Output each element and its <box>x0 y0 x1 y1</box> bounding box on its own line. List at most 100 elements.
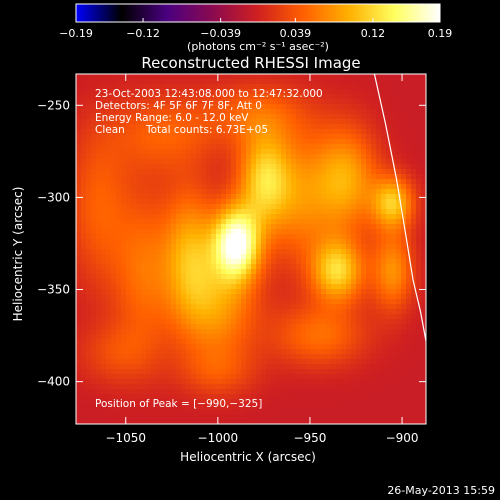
heatmap-cell <box>301 159 307 165</box>
heatmap-cell <box>376 164 382 170</box>
heatmap-cell <box>161 194 167 200</box>
heatmap-cell <box>381 94 387 100</box>
heatmap-cell <box>91 279 97 285</box>
heatmap-cell <box>81 179 87 185</box>
heatmap-cell <box>101 124 107 130</box>
heatmap-cell <box>246 164 252 170</box>
heatmap-cell <box>131 94 137 100</box>
heatmap-cell <box>281 344 287 350</box>
heatmap-cell <box>366 419 372 424</box>
heatmap-cell <box>316 324 322 330</box>
heatmap-cell <box>361 199 367 205</box>
heatmap-cell <box>166 194 172 200</box>
heatmap-cell <box>166 149 172 155</box>
heatmap-cell <box>186 239 192 245</box>
heatmap-cell <box>121 309 127 315</box>
heatmap-cell <box>261 259 267 265</box>
heatmap-cell <box>306 384 312 390</box>
heatmap-cell <box>81 174 87 180</box>
heatmap-cell <box>411 199 417 205</box>
heatmap-cell <box>101 314 107 320</box>
heatmap-cell <box>311 154 317 160</box>
heatmap-cell <box>166 344 172 350</box>
heatmap-cell <box>101 94 107 100</box>
heatmap-cell <box>326 109 332 115</box>
heatmap-cell <box>296 169 302 175</box>
heatmap-cell <box>241 244 247 250</box>
heatmap-cell <box>181 199 187 205</box>
heatmap-cell <box>246 144 252 150</box>
heatmap-cell <box>141 264 147 270</box>
heatmap-cell <box>231 99 237 105</box>
heatmap-cell <box>356 84 362 90</box>
heatmap-cell <box>91 139 97 145</box>
heatmap-cell <box>146 344 152 350</box>
heatmap-cell <box>246 264 252 270</box>
heatmap-cell <box>231 254 237 260</box>
heatmap-cell <box>351 204 357 210</box>
heatmap-cell <box>311 139 317 145</box>
heatmap-cell <box>111 264 117 270</box>
heatmap-cell <box>391 209 397 215</box>
heatmap-cell <box>156 269 162 275</box>
heatmap-cell <box>396 169 402 175</box>
heatmap-cell <box>221 359 227 365</box>
heatmap-cell <box>201 159 207 165</box>
heatmap-cell <box>411 274 417 280</box>
heatmap-cell <box>391 329 397 335</box>
heatmap-cell <box>261 389 267 395</box>
heatmap-cell <box>156 359 162 365</box>
heatmap-cell <box>406 269 412 275</box>
heatmap-cell <box>221 209 227 215</box>
heatmap-cell <box>266 344 272 350</box>
heatmap-cell <box>286 279 292 285</box>
heatmap-cell <box>316 79 322 85</box>
heatmap-cell <box>366 349 372 355</box>
heatmap-cell <box>231 374 237 380</box>
heatmap-cell <box>251 94 257 100</box>
heatmap-cell <box>161 274 167 280</box>
heatmap-cell <box>156 84 162 90</box>
heatmap-cell <box>356 324 362 330</box>
heatmap-cell <box>341 99 347 105</box>
heatmap-cell <box>406 319 412 325</box>
heatmap-cell <box>156 99 162 105</box>
heatmap-cell <box>101 199 107 205</box>
heatmap-cell <box>261 289 267 295</box>
heatmap-cell <box>131 214 137 220</box>
heatmap-cell <box>251 139 257 145</box>
heatmap-cell <box>81 314 87 320</box>
heatmap-cell <box>376 239 382 245</box>
heatmap-cell <box>76 274 82 280</box>
heatmap-cell <box>81 254 87 260</box>
heatmap-cell <box>371 404 377 410</box>
heatmap-cell <box>246 94 252 100</box>
heatmap-cell <box>361 234 367 240</box>
heatmap-cell <box>231 134 237 140</box>
heatmap-cell <box>316 184 322 190</box>
heatmap-cell <box>106 99 112 105</box>
heatmap-cell <box>321 164 327 170</box>
heatmap-cell <box>91 189 97 195</box>
heatmap-cell <box>321 364 327 370</box>
heatmap-cell <box>91 359 97 365</box>
heatmap-cell <box>401 159 407 165</box>
heatmap-cell <box>141 139 147 145</box>
heatmap-cell <box>296 79 302 85</box>
heatmap-cell <box>286 304 292 310</box>
heatmap-cell <box>96 389 102 395</box>
heatmap-cell <box>196 89 202 95</box>
heatmap-cell <box>336 124 342 130</box>
heatmap-cell <box>291 209 297 215</box>
heatmap-cell <box>166 164 172 170</box>
heatmap-cell <box>306 104 312 110</box>
heatmap-cell <box>281 284 287 290</box>
heatmap-cell <box>161 244 167 250</box>
heatmap-cell <box>106 299 112 305</box>
heatmap-cell <box>141 324 147 330</box>
heatmap-cell <box>211 164 217 170</box>
heatmap-cell <box>221 264 227 270</box>
heatmap-cell <box>221 244 227 250</box>
heatmap-cell <box>281 164 287 170</box>
heatmap-cell <box>141 399 147 405</box>
